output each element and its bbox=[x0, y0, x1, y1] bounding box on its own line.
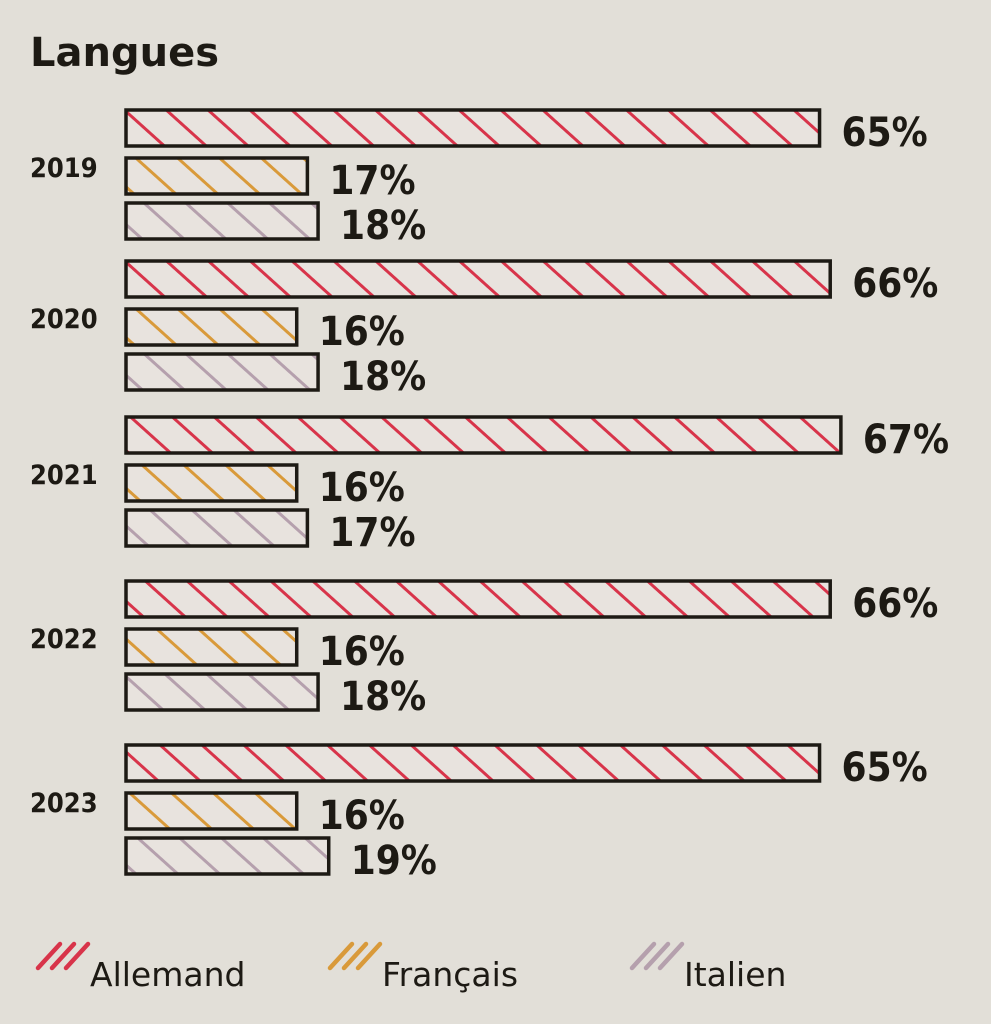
bar-allemand-2023 bbox=[124, 743, 822, 783]
legend-label-francais: Français bbox=[382, 955, 518, 994]
value-label-allemand-2020: 66% bbox=[852, 261, 938, 307]
value-label-francais-2019: 17% bbox=[329, 158, 415, 204]
value-label-francais-2020: 16% bbox=[319, 309, 405, 355]
legend-label-allemand: Allemand bbox=[90, 955, 245, 994]
bar-allemand-2020 bbox=[124, 259, 832, 299]
legend-item-italien: Italien bbox=[629, 941, 786, 994]
year-label-2023: 2023 bbox=[30, 788, 98, 819]
bar-italien-2019 bbox=[124, 201, 320, 241]
bar-francais-2020 bbox=[124, 307, 299, 347]
bar-italien-2023 bbox=[124, 836, 331, 876]
value-label-italien-2022: 18% bbox=[340, 674, 426, 720]
legend-swatch-francais bbox=[327, 941, 383, 971]
value-label-italien-2021: 17% bbox=[329, 510, 415, 556]
value-label-italien-2023: 19% bbox=[351, 838, 437, 884]
bar-allemand-2019 bbox=[124, 108, 822, 148]
bar-italien-2020 bbox=[124, 352, 320, 392]
year-label-2022: 2022 bbox=[30, 624, 98, 655]
legend-item-francais: Français bbox=[327, 941, 518, 994]
year-label-2019: 2019 bbox=[30, 153, 98, 184]
legend-swatch-allemand bbox=[35, 941, 91, 971]
value-label-italien-2020: 18% bbox=[340, 354, 426, 400]
bar-italien-2021 bbox=[124, 508, 310, 548]
bar-francais-2021 bbox=[124, 463, 299, 503]
chart-title: Langues bbox=[30, 30, 219, 76]
value-label-italien-2019: 18% bbox=[340, 203, 426, 249]
bar-italien-2022 bbox=[124, 672, 320, 712]
value-label-francais-2021: 16% bbox=[319, 465, 405, 511]
year-label-2020: 2020 bbox=[30, 304, 98, 335]
legend-label-italien: Italien bbox=[684, 955, 786, 994]
legend-item-allemand: Allemand bbox=[35, 941, 245, 994]
value-label-allemand-2019: 65% bbox=[842, 110, 928, 156]
value-label-allemand-2023: 65% bbox=[842, 745, 928, 791]
legend-swatch-italien bbox=[629, 941, 685, 971]
value-label-francais-2023: 16% bbox=[319, 793, 405, 839]
bar-francais-2019 bbox=[124, 156, 310, 196]
bar-allemand-2022 bbox=[124, 579, 832, 619]
value-label-allemand-2021: 67% bbox=[863, 417, 949, 463]
bar-allemand-2021 bbox=[124, 415, 843, 455]
bar-francais-2022 bbox=[124, 627, 299, 667]
value-label-allemand-2022: 66% bbox=[852, 581, 938, 627]
bars-area: 201965%17%18%202066%16%18%202167%16%17%2… bbox=[30, 108, 949, 884]
legend: Allemand Français Italien bbox=[35, 941, 786, 994]
bar-francais-2023 bbox=[124, 791, 299, 831]
value-label-francais-2022: 16% bbox=[319, 629, 405, 675]
year-label-2021: 2021 bbox=[30, 460, 98, 491]
